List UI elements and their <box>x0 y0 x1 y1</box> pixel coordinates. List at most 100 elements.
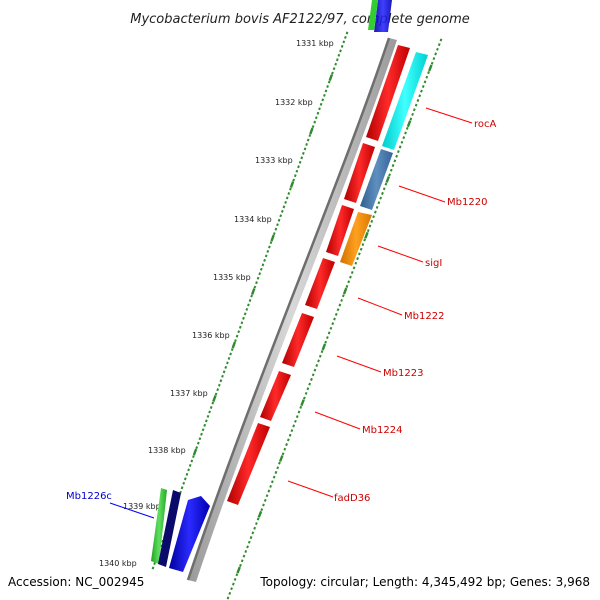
kbp-minor-tick <box>381 191 384 195</box>
cds-arrow-fadD36[interactable] <box>227 423 270 505</box>
kbp-minor-tick <box>258 272 262 276</box>
cds-arrow-rocA[interactable] <box>366 45 410 141</box>
kbp-minor-tick <box>412 108 416 112</box>
kbp-minor-tick <box>340 44 344 48</box>
kbp-minor-tick <box>411 112 414 116</box>
kbp-minor-tick <box>317 359 320 363</box>
kbp-minor-tick <box>276 223 279 227</box>
cds-arrow-Mb1223[interactable] <box>282 313 314 367</box>
kbp-minor-tick <box>340 298 343 302</box>
leader-line-Mb1222 <box>357 297 403 316</box>
kbp-minor-tick <box>323 93 326 97</box>
kbp-major-tick <box>300 399 305 407</box>
kbp-major-tick <box>364 231 369 239</box>
gene-label-rocA[interactable]: rocA <box>474 119 497 130</box>
kbp-minor-tick <box>311 125 315 129</box>
cds-feature-top-blue <box>374 0 392 32</box>
kbp-minor-tick <box>326 336 329 340</box>
kbp-minor-tick <box>304 391 308 395</box>
leader-line-sigI <box>377 245 424 263</box>
kbp-minor-tick <box>277 218 281 222</box>
kbp-minor-tick <box>285 443 288 447</box>
kbp-minor-tick <box>423 80 427 84</box>
kbp-minor-tick <box>397 150 400 154</box>
kbp-minor-tick <box>349 275 352 279</box>
kbp-minor-tick <box>389 168 393 172</box>
kbp-minor-tick <box>316 111 320 115</box>
gene-label-Mb1226c[interactable]: Mb1226c <box>66 491 112 502</box>
kbp-major-tick <box>289 181 295 189</box>
gene-feature-sigI[interactable] <box>340 212 372 266</box>
kbp-minor-tick <box>290 429 294 433</box>
kbp-minor-tick <box>249 536 253 540</box>
kbp-minor-tick <box>227 356 231 360</box>
kbp-tick-labels: 1331 kbp 1332 kbp 1333 kbp 1334 kbp 1335… <box>99 39 334 568</box>
kbp-minor-tick <box>400 140 404 144</box>
kbp-minor-tick <box>255 281 258 285</box>
gene-label-Mb1222[interactable]: Mb1222 <box>404 311 444 322</box>
kbp-minor-tick <box>285 196 289 200</box>
kbp-minor-tick <box>324 89 328 93</box>
kbp-minor-tick <box>253 526 257 530</box>
tick-label: 1336 kbp <box>192 331 230 340</box>
kbp-minor-tick <box>262 503 265 507</box>
kbp-minor-tick <box>217 383 221 387</box>
kbp-major-tick <box>385 176 391 183</box>
kbp-minor-tick <box>209 406 213 409</box>
gene-label-Mb1224[interactable]: Mb1224 <box>362 425 402 436</box>
kbp-minor-tick <box>327 331 331 335</box>
kbp-minor-tick <box>200 432 203 436</box>
kbp-minor-tick <box>246 545 249 549</box>
kbp-minor-tick <box>356 257 359 261</box>
kbp-minor-tick <box>204 419 208 423</box>
kbp-minor-tick <box>260 508 264 512</box>
kbp-minor-tick <box>238 325 242 329</box>
kbp-minor-tick <box>229 352 232 356</box>
gene-label-Mb1223[interactable]: Mb1223 <box>383 368 423 379</box>
kbp-minor-tick <box>247 303 250 307</box>
kbp-minor-tick <box>342 40 346 44</box>
cds-arrow-Mb1224[interactable] <box>260 371 291 421</box>
kbp-minor-tick <box>151 566 155 570</box>
kbp-minor-tick <box>196 441 200 445</box>
cds-arrow-sigI[interactable] <box>326 205 354 256</box>
leader-line-fadD36 <box>287 480 334 498</box>
kbp-minor-tick <box>274 227 278 231</box>
kbp-major-tick <box>428 64 433 72</box>
kbp-minor-tick <box>188 463 192 467</box>
kbp-minor-tick <box>293 174 297 178</box>
kbp-minor-tick <box>344 35 347 39</box>
kbp-minor-tick <box>303 147 307 151</box>
kbp-minor-tick <box>414 103 418 107</box>
cds-arrow-Mb1226c-dark[interactable] <box>158 490 181 567</box>
kbp-minor-tick <box>301 151 305 155</box>
kbp-minor-tick <box>292 424 296 428</box>
kbp-minor-tick <box>327 80 331 84</box>
kbp-tick-rail-inner <box>226 38 443 600</box>
kbp-minor-tick <box>226 596 230 600</box>
kbp-major-tick <box>192 448 198 456</box>
gene-label-fadD36[interactable]: fadD36 <box>334 493 370 504</box>
kbp-minor-tick <box>263 258 266 262</box>
cds-arrow-Mb1220[interactable] <box>344 143 375 203</box>
kbp-minor-tick <box>313 120 317 124</box>
kbp-minor-tick <box>201 428 205 432</box>
cds-feature-top-green <box>368 0 378 30</box>
gene-label-Mb1220[interactable]: Mb1220 <box>447 197 487 208</box>
kbp-minor-tick <box>331 71 334 75</box>
kbp-minor-tick <box>256 276 260 280</box>
gene-feature-Mb1226c[interactable] <box>151 488 167 564</box>
gene-label-sigI[interactable]: sigI <box>425 258 442 269</box>
kbp-minor-tick <box>245 307 249 311</box>
cds-arrow-Mb1222[interactable] <box>305 258 335 309</box>
cds-arrow-Mb1226c[interactable] <box>169 496 210 572</box>
gene-feature-Mb1220[interactable] <box>360 149 393 210</box>
kbp-minor-tick <box>350 271 354 274</box>
kbp-minor-tick <box>233 577 237 581</box>
kbp-minor-tick <box>324 340 328 344</box>
kbp-minor-tick <box>297 410 301 414</box>
kbp-minor-tick <box>247 540 251 544</box>
kbp-minor-tick <box>263 498 267 502</box>
gene-feature-rocA[interactable] <box>382 52 428 150</box>
kbp-minor-tick <box>321 98 325 102</box>
